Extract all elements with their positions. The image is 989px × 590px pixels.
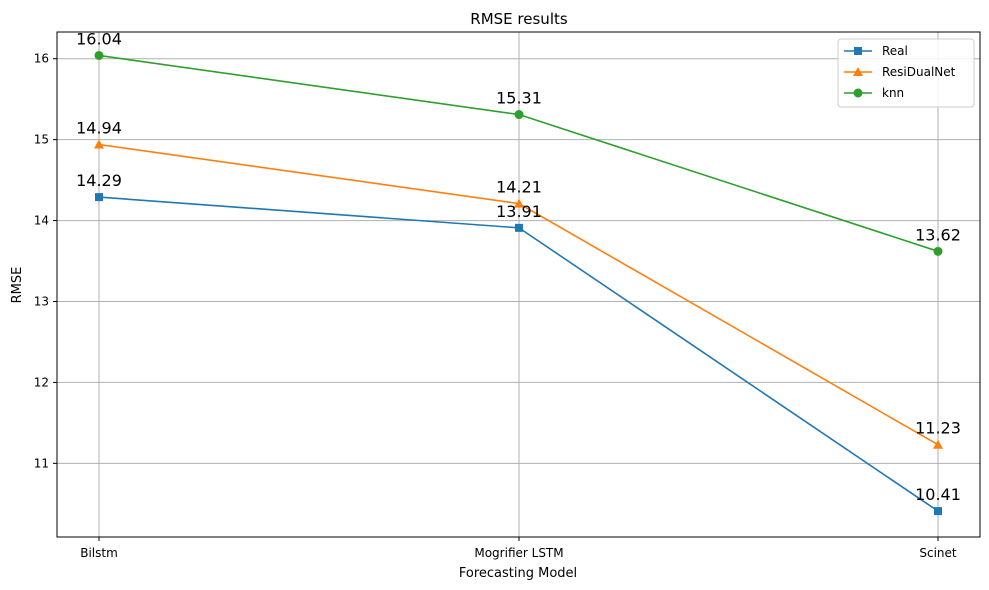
legend-item-real: Real [844,44,908,58]
data-label: 14.29 [76,171,122,190]
data-point [933,246,943,256]
series-residualnet [94,139,943,449]
data-point [514,110,524,120]
legend-label: ResiDualNet [882,65,956,79]
x-tick-label: Mogrifier LSTM [474,546,563,560]
data-point [94,139,104,149]
legend-marker [853,88,863,98]
legend-item-residualnet: ResiDualNet [844,65,956,79]
x-tick-label: Bilstm [80,546,118,560]
y-tick-label: 13 [34,294,49,308]
legend-box [837,38,975,108]
data-labels: 14.29 13.91 10.41 14.94 14.21 11.23 16.04 15.31… [76,29,961,504]
series-real [95,193,942,516]
series-group [94,50,943,516]
x-tick-label: Scinet [919,546,957,560]
y-tick-label: 15 [34,133,49,147]
grid-lines [57,32,980,537]
data-label: 10.41 [915,485,961,504]
data-point [94,50,104,60]
data-label: 14.94 [76,118,122,137]
legend-label: Real [882,44,908,58]
data-point [933,439,943,449]
data-label: 14.21 [496,178,542,197]
data-point [934,507,942,516]
chart-title: RMSE results [470,10,568,28]
data-point [515,223,523,232]
legend-marker [854,47,862,55]
data-point [95,193,103,202]
data-label: 13.62 [915,225,961,244]
y-axis-title: RMSE [10,267,25,304]
y-tick-label: 12 [34,375,49,389]
legend-item-knn: knn [844,86,904,100]
x-axis-title: Forecasting Model [459,566,577,581]
y-tick-label: 16 [34,52,49,66]
y-axis-ticks: 11 12 13 14 15 16 [34,52,57,470]
legend-label: knn [882,86,904,100]
data-label: 11.23 [915,419,961,438]
x-axis-ticks: Bilstm Mogrifier LSTM Scinet [80,537,957,560]
data-label: 13.91 [496,202,542,221]
data-label: 16.04 [76,29,122,48]
legend-marker [853,67,863,76]
series-knn [94,50,943,256]
data-point [514,198,524,208]
y-tick-label: 14 [34,214,49,228]
legend: Real ResiDualNet knn [837,38,975,108]
y-tick-label: 11 [34,456,49,470]
data-label: 15.31 [496,89,542,108]
